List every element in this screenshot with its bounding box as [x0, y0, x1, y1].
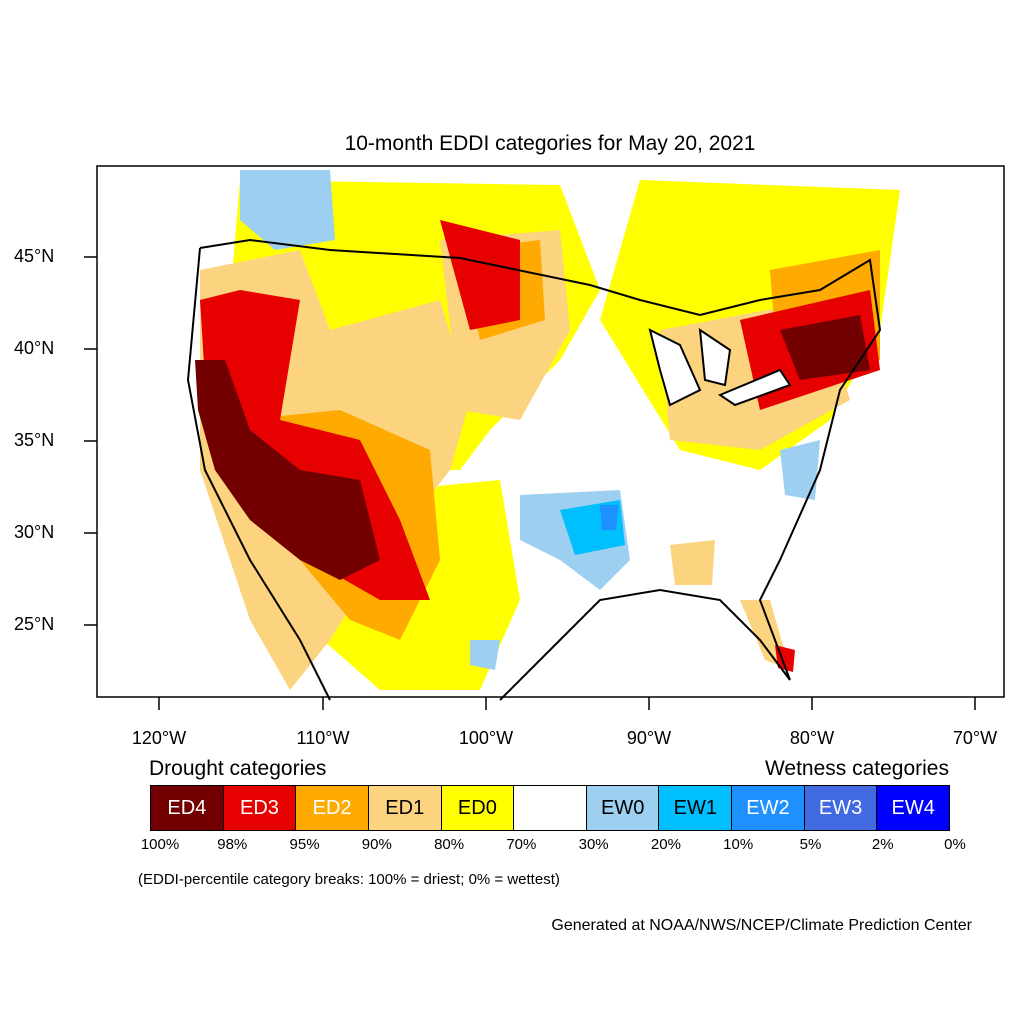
lon-label-70: 70°W [952, 728, 998, 748]
legend-cell-neutral [514, 786, 587, 830]
legend-break-label: 95% [289, 836, 320, 853]
legend-break-label: 0% [944, 836, 966, 853]
region-ed4-northeast [780, 315, 870, 380]
region-ed1-alabama [670, 540, 715, 585]
legend-cell-ew1: EW1 [659, 786, 733, 830]
legend-cell-ew0: EW0 [586, 786, 660, 830]
drought-heading: Drought categories [149, 757, 327, 780]
region-ed4-southwest [195, 360, 380, 580]
lat-label-35: 35°N [14, 430, 55, 450]
legend-break-label: 2% [871, 836, 894, 853]
lon-label-90: 90°W [626, 728, 672, 748]
legend-colorbar: ED4 ED3 ED2 ED1 ED0 EW0 EW1 EW2 EW3 EW4 [150, 785, 950, 831]
legend-break-label: 80% [434, 836, 465, 853]
lon-label-120: 120°W [131, 728, 187, 748]
legend-break-label: 70% [506, 836, 537, 853]
lat-label-40: 40°N [14, 338, 55, 358]
lon-ticks [158, 697, 976, 710]
legend-break-label: 5% [799, 836, 822, 853]
wetness-heading: Wetness categories [764, 757, 949, 780]
legend-break-label: 20% [650, 836, 681, 853]
region-ew0-northwest [240, 170, 335, 250]
region-ew0-southeast [780, 440, 820, 500]
legend-cell-ew2: EW2 [732, 786, 805, 830]
legend-cell-ew3: EW3 [804, 786, 878, 830]
map-frame [96, 165, 1005, 698]
legend-break-label: 90% [361, 836, 392, 853]
legend-cell-ew4: EW4 [877, 786, 950, 830]
legend-cell-ed1: ED1 [368, 786, 442, 830]
legend-break-label: 100% [140, 836, 180, 853]
lat-ticks [84, 256, 97, 626]
lat-label-45: 45°N [14, 246, 55, 266]
lat-label-30: 30°N [14, 522, 55, 542]
region-ew0-texas-coast [470, 640, 500, 670]
legend-cell-ed4: ED4 [151, 786, 224, 830]
lon-label-80: 80°W [789, 728, 835, 748]
legend-cell-ed2: ED2 [296, 786, 369, 830]
credit-text: Generated at NOAA/NWS/NCEP/Climate Predi… [551, 917, 972, 934]
legend-break-label: 10% [723, 836, 754, 853]
category-note: (EDDI-percentile category breaks: 100% =… [138, 871, 560, 888]
legend-break-label: 30% [578, 836, 609, 853]
lon-label-100: 100°W [458, 728, 514, 748]
legend-cell-ed0: ED0 [441, 786, 515, 830]
coastline [186, 238, 882, 701]
lat-label-25: 25°N [14, 614, 55, 634]
map-title: 10-month EDDI categories for May 20, 202… [344, 132, 756, 155]
region-ew2-arkansas [600, 505, 618, 530]
legend-cell-ed3: ED3 [223, 786, 297, 830]
region-ed3-west [200, 290, 430, 600]
great-lakes-outline [648, 327, 792, 407]
region-ed3-dakotas [440, 220, 520, 330]
legend-break-label: 98% [217, 836, 248, 853]
lon-label-110: 110°W [296, 728, 350, 748]
